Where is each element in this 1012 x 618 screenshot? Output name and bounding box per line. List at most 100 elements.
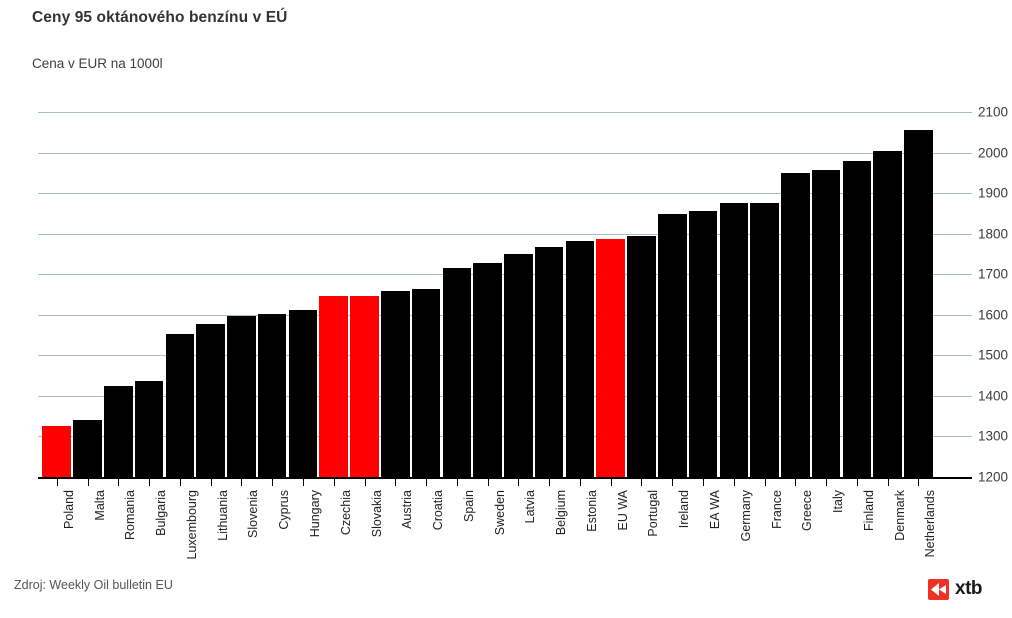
bar-slovenia xyxy=(227,316,256,477)
bar-czechia xyxy=(319,296,349,477)
bar-france xyxy=(750,203,779,477)
x-tick-mark xyxy=(703,479,705,486)
x-tick-label: Italy xyxy=(831,490,846,513)
x-tick-label: Austria xyxy=(400,490,415,529)
brand-name: xtb xyxy=(955,578,983,599)
x-tick-mark xyxy=(579,479,581,486)
x-tick-mark xyxy=(487,479,489,486)
page-title: Ceny 95 oktánového benzínu v EÚ xyxy=(32,9,288,26)
x-tick-label: Romania xyxy=(123,490,138,541)
y-tick-label: 1400 xyxy=(978,388,1009,404)
x-tick-mark xyxy=(426,479,428,486)
x-tick-label: Bulgaria xyxy=(154,490,169,536)
bar-lithuania xyxy=(196,323,225,477)
x-tick-label: Lithuania xyxy=(215,490,230,541)
gridline xyxy=(38,233,972,235)
bar-croatia xyxy=(411,289,441,477)
gridline xyxy=(38,193,972,195)
x-tick-mark xyxy=(518,479,520,486)
source-note: Zdroj: Weekly Oil bulletin EU xyxy=(14,578,173,592)
x-tick-mark xyxy=(272,479,274,486)
x-tick-mark xyxy=(118,479,120,486)
x-tick-label: Estonia xyxy=(584,490,599,532)
bar-belgium xyxy=(534,247,564,477)
gridline xyxy=(38,112,972,113)
x-tick-mark xyxy=(364,479,366,486)
x-tick-label: Sweden xyxy=(492,490,507,536)
bar-denmark xyxy=(873,150,902,477)
x-tick-label: Luxembourg xyxy=(184,490,199,560)
x-tick-label: Germany xyxy=(738,490,753,542)
bar-greece xyxy=(781,172,810,477)
x-tick-mark xyxy=(672,479,674,486)
x-tick-mark xyxy=(149,479,151,486)
x-tick-label: Cyprus xyxy=(277,490,292,530)
x-tick-label: Croatia xyxy=(431,490,446,531)
x-axis-line xyxy=(38,477,972,479)
bar-finland xyxy=(842,161,872,477)
y-tick-label: 1200 xyxy=(978,469,1009,485)
bar-sweden xyxy=(473,263,502,477)
y-tick-label: 1800 xyxy=(978,226,1009,242)
x-tick-mark xyxy=(179,479,181,486)
y-tick-label: 1700 xyxy=(978,266,1009,282)
x-tick-label: Slovenia xyxy=(246,490,261,538)
bar-estonia xyxy=(565,240,595,477)
x-tick-label: Denmark xyxy=(892,490,907,541)
x-tick-mark xyxy=(764,479,766,486)
bar-slovakia xyxy=(350,296,379,477)
x-tick-label: Netherlands xyxy=(923,490,938,558)
x-tick-label: EU WA xyxy=(615,490,630,531)
x-tick-label: France xyxy=(769,490,784,529)
bar-cyprus xyxy=(257,313,287,477)
x-tick-mark xyxy=(56,479,58,486)
x-tick-mark xyxy=(302,479,304,486)
x-tick-mark xyxy=(610,479,612,486)
y-tick-label: 2100 xyxy=(978,104,1009,120)
bar-poland xyxy=(42,426,72,477)
x-tick-mark xyxy=(826,479,828,486)
brand-logo: xtb xyxy=(928,578,983,600)
x-tick-mark xyxy=(456,479,458,486)
x-tick-label: Finland xyxy=(861,490,876,531)
x-tick-label: Belgium xyxy=(554,490,569,536)
x-tick-label: Spain xyxy=(461,490,476,522)
x-tick-label: EA WA xyxy=(708,490,723,530)
y-tick-label: 2000 xyxy=(978,145,1009,161)
x-tick-label: Greece xyxy=(800,490,815,531)
x-tick-label: Latvia xyxy=(523,490,538,524)
bar-italy xyxy=(811,169,841,477)
x-tick-label: Malta xyxy=(92,490,107,521)
bar-portugal xyxy=(627,236,656,477)
x-tick-label: Ireland xyxy=(677,490,692,529)
x-tick-mark xyxy=(887,479,889,486)
bar-netherlands xyxy=(904,130,933,477)
x-tick-label: Hungary xyxy=(307,490,322,538)
xtb-arrow-icon xyxy=(928,578,949,600)
x-tick-label: Poland xyxy=(61,490,76,529)
x-tick-mark xyxy=(87,479,89,486)
x-tick-mark xyxy=(210,479,212,486)
y-tick-label: 1900 xyxy=(978,185,1009,201)
x-tick-mark xyxy=(856,479,858,486)
bar-ireland xyxy=(657,213,687,477)
x-tick-label: Portugal xyxy=(646,490,661,537)
bar-series xyxy=(38,95,972,477)
x-tick-mark xyxy=(395,479,397,486)
bar-romania xyxy=(104,385,133,477)
gridline xyxy=(38,152,972,154)
y-tick-label: 1300 xyxy=(978,428,1009,444)
bar-eu-wa xyxy=(596,238,625,477)
x-tick-label: Slovakia xyxy=(369,490,384,538)
bar-spain xyxy=(442,268,472,477)
x-tick-mark xyxy=(333,479,335,486)
y-tick-label: 1600 xyxy=(978,307,1009,323)
bar-ea-wa xyxy=(688,210,718,477)
bar-malta xyxy=(73,420,102,477)
chart-subtitle: Cena v EUR na 1000l xyxy=(32,56,163,71)
x-tick-mark xyxy=(918,479,920,486)
bar-germany xyxy=(719,203,749,477)
x-tick-mark xyxy=(795,479,797,486)
y-tick-label: 1500 xyxy=(978,347,1009,363)
